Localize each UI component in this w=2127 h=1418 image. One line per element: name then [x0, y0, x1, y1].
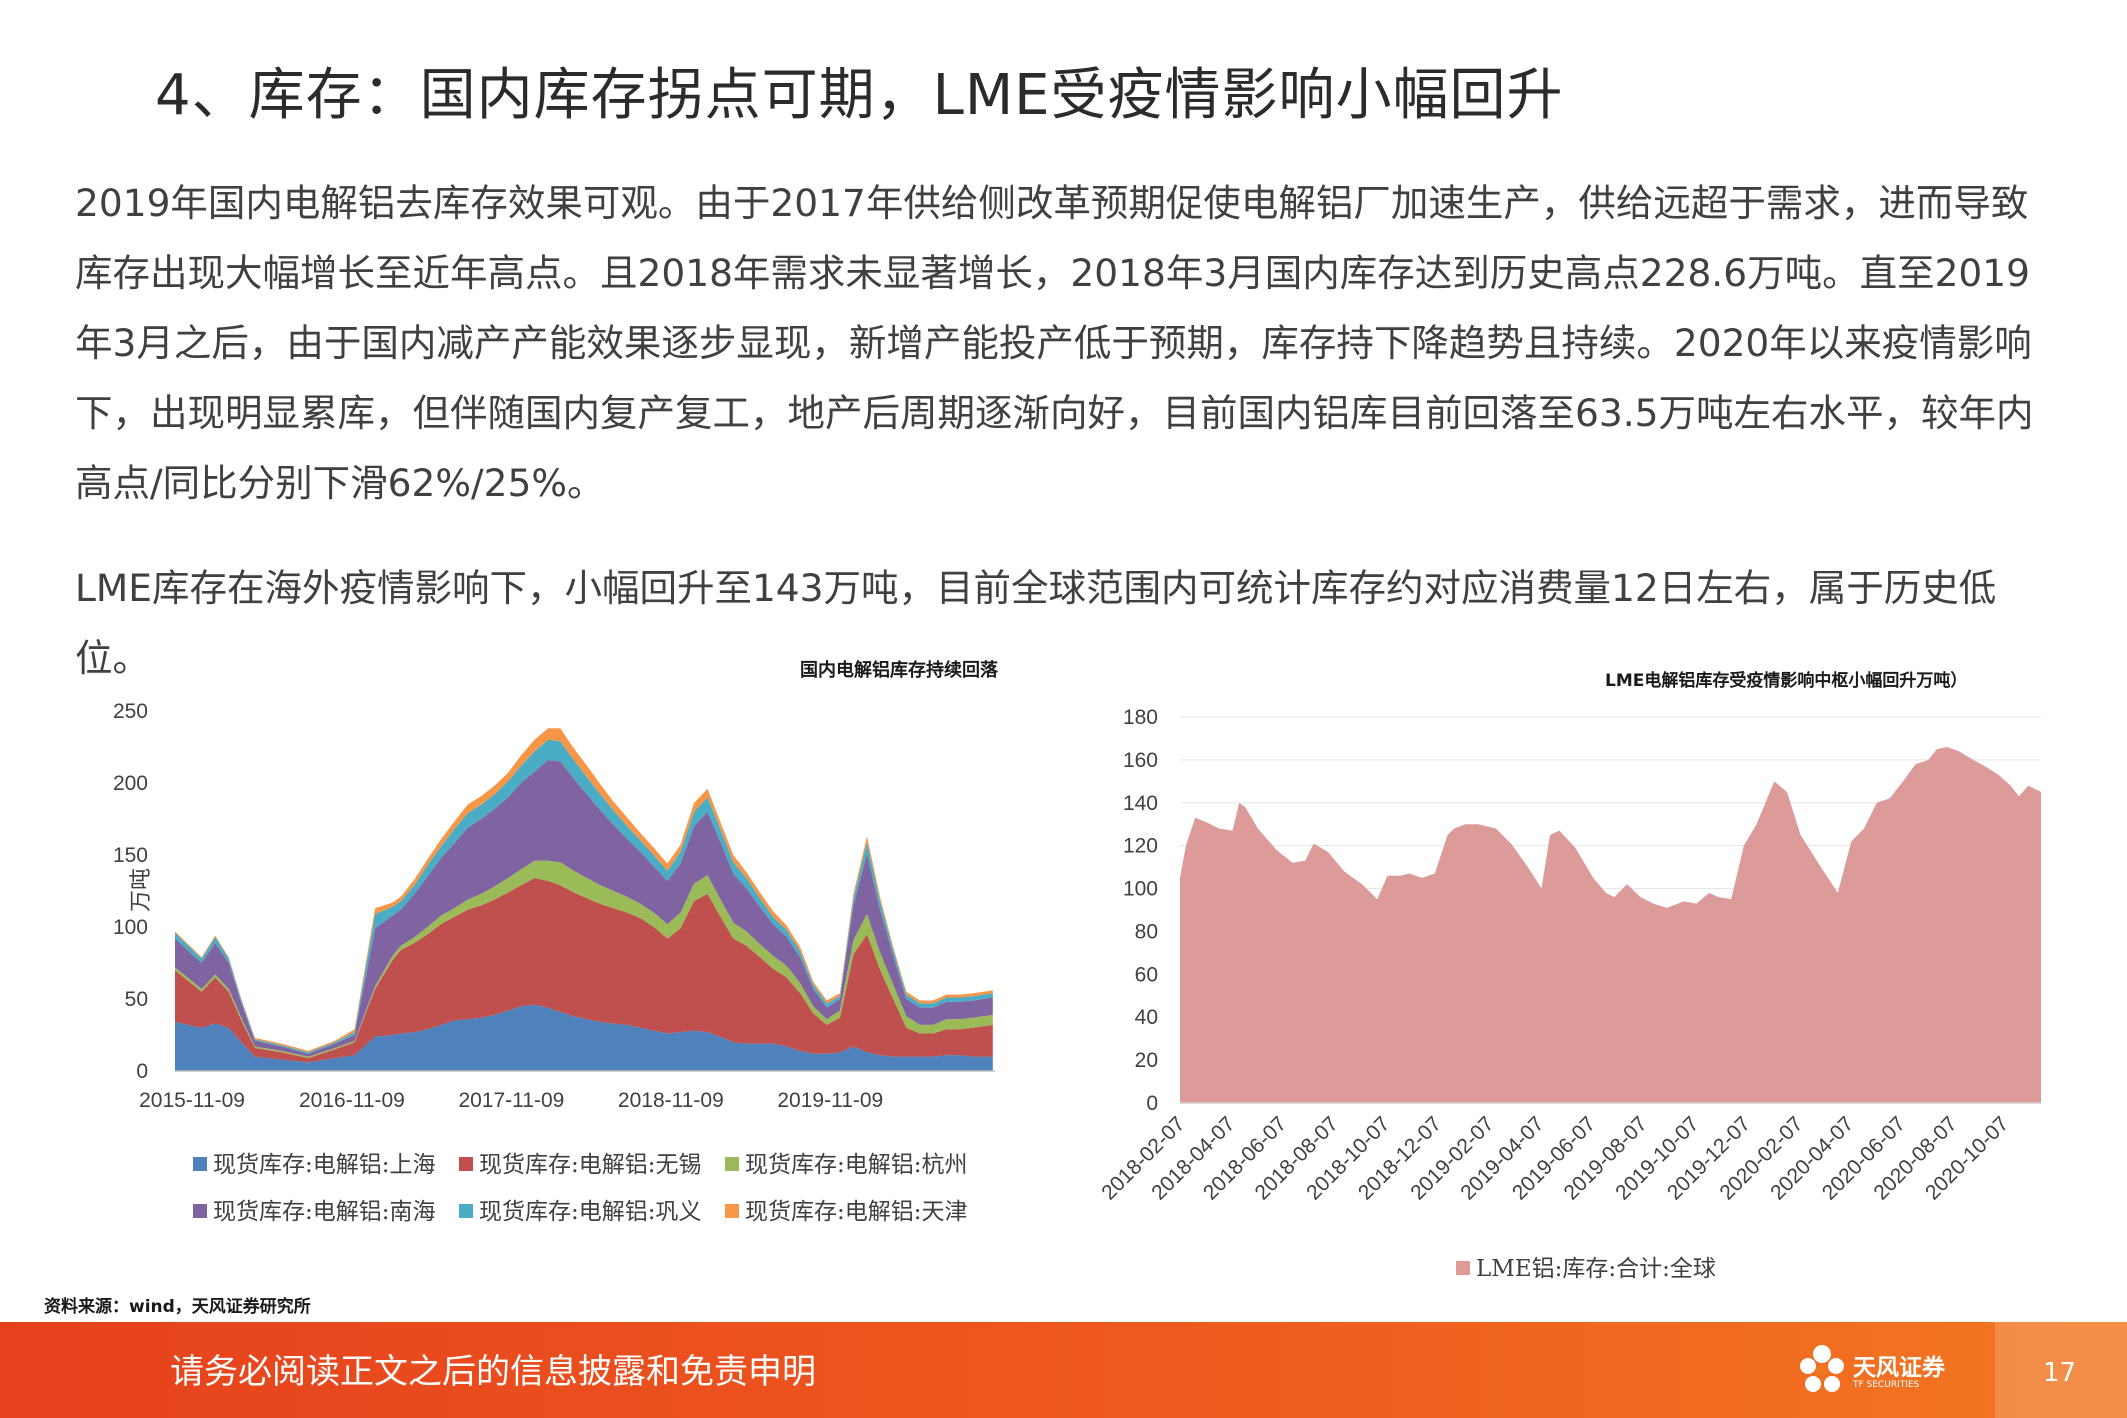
x-tick-label: 2015-11-09 — [139, 1089, 245, 1112]
legend-item: 现货库存:电解铝:上海 — [193, 1145, 436, 1179]
logo-subtitle: TF SECURITIES — [1853, 1380, 1920, 1390]
legend-swatch — [725, 1204, 739, 1218]
company-logo: 天风证券 TF SECURITIES — [1795, 1340, 1945, 1400]
flower-logo-icon — [1800, 1345, 1844, 1392]
y-tick-label: 60 — [1135, 963, 1158, 986]
legend-swatch — [459, 1157, 473, 1171]
area-series-2 — [175, 878, 993, 1063]
y-tick-label: 150 — [113, 844, 148, 867]
legend-item: 现货库存:电解铝:杭州 — [725, 1145, 968, 1179]
footer-bar: 请务必阅读正文之后的信息披露和免责申明 天风证券 TF SECURITIES 1… — [0, 1322, 2127, 1418]
y-tick-label: 20 — [1135, 1049, 1158, 1072]
y-tick-label: 200 — [113, 772, 148, 795]
legend-label: 现货库存:电解铝:上海 — [213, 1152, 436, 1178]
analysis-paragraph-domestic: 2019年国内电解铝去库存效果可观。由于2017年供给侧改革预期促使电解铝厂加速… — [75, 181, 2034, 505]
y-tick-label: 100 — [1123, 878, 1158, 901]
logo-name: 天风证券 — [1853, 1355, 1945, 1381]
legend-label: 现货库存:电解铝:南海 — [213, 1199, 436, 1225]
legend-swatch — [193, 1204, 207, 1218]
analysis-paragraph-lme: LME库存在海外疫情影响下，小幅回升至143万吨，目前全球范围内可统计库存约对应… — [75, 566, 1997, 680]
legend-swatch — [193, 1157, 207, 1171]
legend-swatch — [459, 1204, 473, 1218]
legend-label: 现货库存:电解铝:天津 — [745, 1199, 968, 1225]
lme-inventory-chart: 0204060801001201401601802018-02-072018-0… — [1097, 706, 2041, 1204]
area-series-lme — [1180, 747, 2041, 1103]
x-tick-label: 2018-11-09 — [618, 1089, 724, 1112]
legend-label: 现货库存:电解铝:杭州 — [745, 1152, 968, 1178]
legend-item: 现货库存:电解铝:南海 — [193, 1192, 436, 1226]
y-tick-label: 0 — [136, 1060, 148, 1083]
x-tick-label: 2019-11-09 — [777, 1089, 883, 1112]
y-tick-label: 160 — [1123, 749, 1158, 772]
y-tick-label: 100 — [113, 916, 148, 939]
y-tick-label: 50 — [125, 988, 148, 1011]
y-tick-label: 250 — [113, 700, 148, 723]
legend-item: 现货库存:电解铝:天津 — [725, 1192, 968, 1226]
area-series-4 — [175, 759, 993, 1057]
page-number-box — [1995, 1322, 2127, 1418]
legend-label: 现货库存:电解铝:无锡 — [479, 1152, 702, 1178]
legend-item: 现货库存:电解铝:巩义 — [459, 1192, 702, 1226]
legend-item: 现货库存:电解铝:无锡 — [459, 1145, 702, 1179]
area-series-1 — [175, 1004, 993, 1071]
legend-swatch — [1456, 1261, 1470, 1275]
legend-label: 现货库存:电解铝:巩义 — [479, 1199, 702, 1225]
domestic-inventory-chart: 0 50 100 150 200 250 2015-11-09 2016-11-09 2017-… — [113, 700, 995, 1112]
y-tick-label: 0 — [1146, 1092, 1158, 1115]
y-tick-label: 180 — [1123, 706, 1158, 729]
y-tick-label: 80 — [1135, 920, 1158, 943]
y-tick-label: 40 — [1135, 1006, 1158, 1029]
chart2-title: LME电解铝库存受疫情影响中枢小幅回升万吨） — [1605, 671, 1968, 691]
legend-item: LME铝:库存:合计:全球 — [1456, 1249, 1716, 1283]
x-tick-label: 2016-11-09 — [299, 1089, 405, 1112]
page-number: 17 — [2043, 1358, 2077, 1388]
y-tick-label: 140 — [1123, 792, 1158, 815]
chart1-title: 国内电解铝库存持续回落 — [800, 660, 998, 681]
legend-swatch — [725, 1157, 739, 1171]
x-tick-label: 2017-11-09 — [458, 1089, 564, 1112]
y-tick-label: 120 — [1123, 835, 1158, 858]
legend-label: LME铝:库存:合计:全球 — [1476, 1256, 1716, 1282]
source-note: 资料来源：wind，天风证券研究所 — [44, 1297, 311, 1317]
disclaimer-text: 请务必阅读正文之后的信息披露和免责申明 — [170, 1352, 816, 1392]
page-title: 4、库存：国内库存拐点可期，LME受疫情影响小幅回升 — [155, 63, 1564, 128]
y-axis-label: 万吨 — [129, 868, 154, 912]
